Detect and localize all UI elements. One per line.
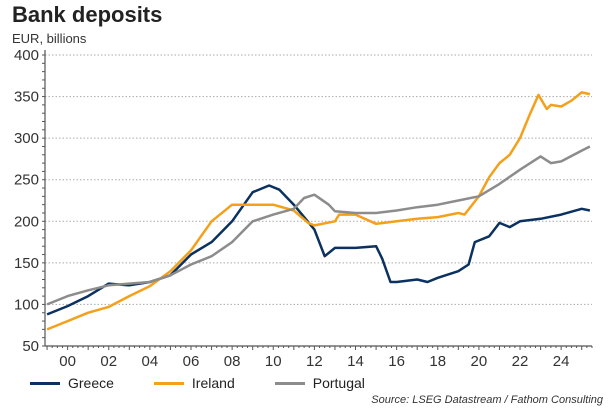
legend-item-portugal: Portugal xyxy=(274,375,365,391)
series-line-portugal xyxy=(46,145,591,306)
x-tick-label: 08 xyxy=(224,353,241,370)
y-tick-label: 250 xyxy=(14,172,39,189)
series-line-greece xyxy=(46,184,591,316)
legend: Greece Ireland Portugal xyxy=(30,375,365,391)
x-tick-label: 10 xyxy=(265,353,282,370)
x-tick-label: 16 xyxy=(388,353,405,370)
y-tick-label: 350 xyxy=(14,89,39,106)
y-tick-label: 50 xyxy=(22,338,39,355)
legend-label: Portugal xyxy=(312,375,365,391)
x-tick-label: 12 xyxy=(306,353,323,370)
legend-swatch xyxy=(274,381,305,385)
legend-swatch xyxy=(153,381,184,385)
legend-item-greece: Greece xyxy=(30,375,114,391)
y-tick-label: 200 xyxy=(14,213,39,230)
x-tick-label: 04 xyxy=(142,353,159,370)
y-tick-label: 100 xyxy=(14,296,39,313)
x-tick-label: 18 xyxy=(429,353,446,370)
x-tick-label: 22 xyxy=(512,353,529,370)
legend-label: Greece xyxy=(68,375,114,391)
source-note: Source: LSEG Datastream / Fathom Consult… xyxy=(371,394,603,406)
series-line-ireland xyxy=(46,91,591,331)
x-tick-label: 24 xyxy=(553,353,570,370)
y-tick-label: 300 xyxy=(14,130,39,147)
legend-label: Ireland xyxy=(191,375,235,391)
chart-title: Bank deposits xyxy=(12,2,163,27)
y-tick-label: 150 xyxy=(14,255,39,272)
x-tick-label: 20 xyxy=(471,353,488,370)
chart-subtitle: EUR, billions xyxy=(12,31,87,46)
legend-item-ireland: Ireland xyxy=(153,375,235,391)
x-tick-label: 02 xyxy=(100,353,117,370)
legend-swatch xyxy=(30,381,60,385)
y-tick-label: 400 xyxy=(14,47,39,64)
x-tick-label: 14 xyxy=(347,353,364,370)
x-tick-label: 00 xyxy=(59,353,76,370)
x-tick-label: 06 xyxy=(183,353,200,370)
